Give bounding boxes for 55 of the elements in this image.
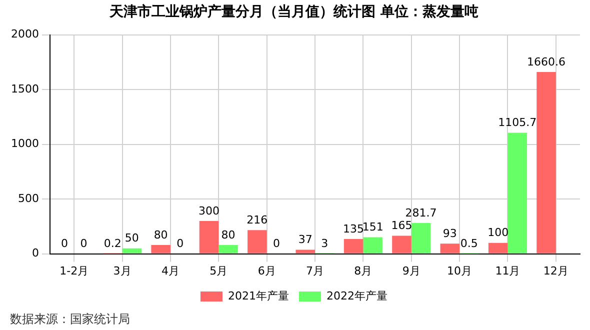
data-label: 151 (362, 220, 384, 234)
chart-title: 天津市工业锅炉产量分月（当月值）统计图 单位：蒸发量吨 (108, 3, 478, 20)
bar (508, 132, 527, 254)
x-tick-label: 4月 (161, 264, 180, 278)
x-tick-label: 12月 (543, 264, 568, 278)
bar (344, 239, 364, 254)
x-tick-label: 6月 (258, 264, 276, 278)
data-label: 165 (391, 219, 412, 232)
bar (363, 237, 382, 254)
bar (199, 220, 219, 254)
bar (488, 242, 508, 254)
bar (411, 222, 431, 254)
y-tick-label: 500 (18, 192, 39, 205)
bar (151, 245, 170, 254)
y-tick-label: 2000 (10, 28, 39, 41)
source-note: 数据来源：国家统计局 (10, 312, 130, 326)
data-label: 50 (124, 232, 139, 245)
data-label: 0 (272, 237, 280, 250)
bar (392, 236, 412, 254)
x-tick-label: 10月 (447, 264, 472, 278)
data-label: 93 (442, 226, 457, 240)
x-tick-label: 5月 (210, 264, 228, 278)
data-label: 0 (176, 237, 184, 250)
data-label: 216 (246, 214, 268, 227)
bar (440, 244, 460, 254)
bar (122, 248, 142, 254)
x-tick-label: 8月 (354, 264, 372, 278)
x-tick-label: 3月 (113, 264, 132, 278)
legend-label: 2021年产量 (228, 289, 290, 302)
data-label: 80 (221, 228, 236, 242)
data-label: 100 (488, 226, 509, 240)
data-label: 3 (321, 236, 328, 250)
bar (296, 250, 315, 254)
x-tick-label: 7月 (306, 264, 324, 278)
data-label: 1660.6 (527, 55, 566, 68)
legend-label: 2022年产量 (326, 289, 388, 302)
data-label: 135 (343, 222, 364, 236)
y-tick-label: 0 (32, 246, 39, 260)
bar (248, 230, 267, 254)
y-tick-label: 1000 (10, 137, 39, 150)
data-label: 0 (60, 237, 68, 250)
data-label: 0.5 (460, 237, 478, 250)
x-tick-label: 11月 (495, 264, 520, 278)
x-tick-label: 1-2月 (60, 264, 89, 278)
bar (218, 245, 238, 254)
data-label: 0 (80, 237, 88, 250)
data-label: 80 (154, 228, 168, 242)
data-label: 281.7 (405, 206, 437, 220)
data-label: 0.2 (104, 237, 122, 250)
data-label: 300 (198, 204, 220, 218)
bar (536, 72, 556, 254)
x-tick-label: 9月 (402, 264, 420, 278)
data-label: 37 (298, 233, 312, 246)
y-tick-label: 1500 (10, 82, 39, 96)
data-label: 1105.7 (498, 116, 537, 130)
